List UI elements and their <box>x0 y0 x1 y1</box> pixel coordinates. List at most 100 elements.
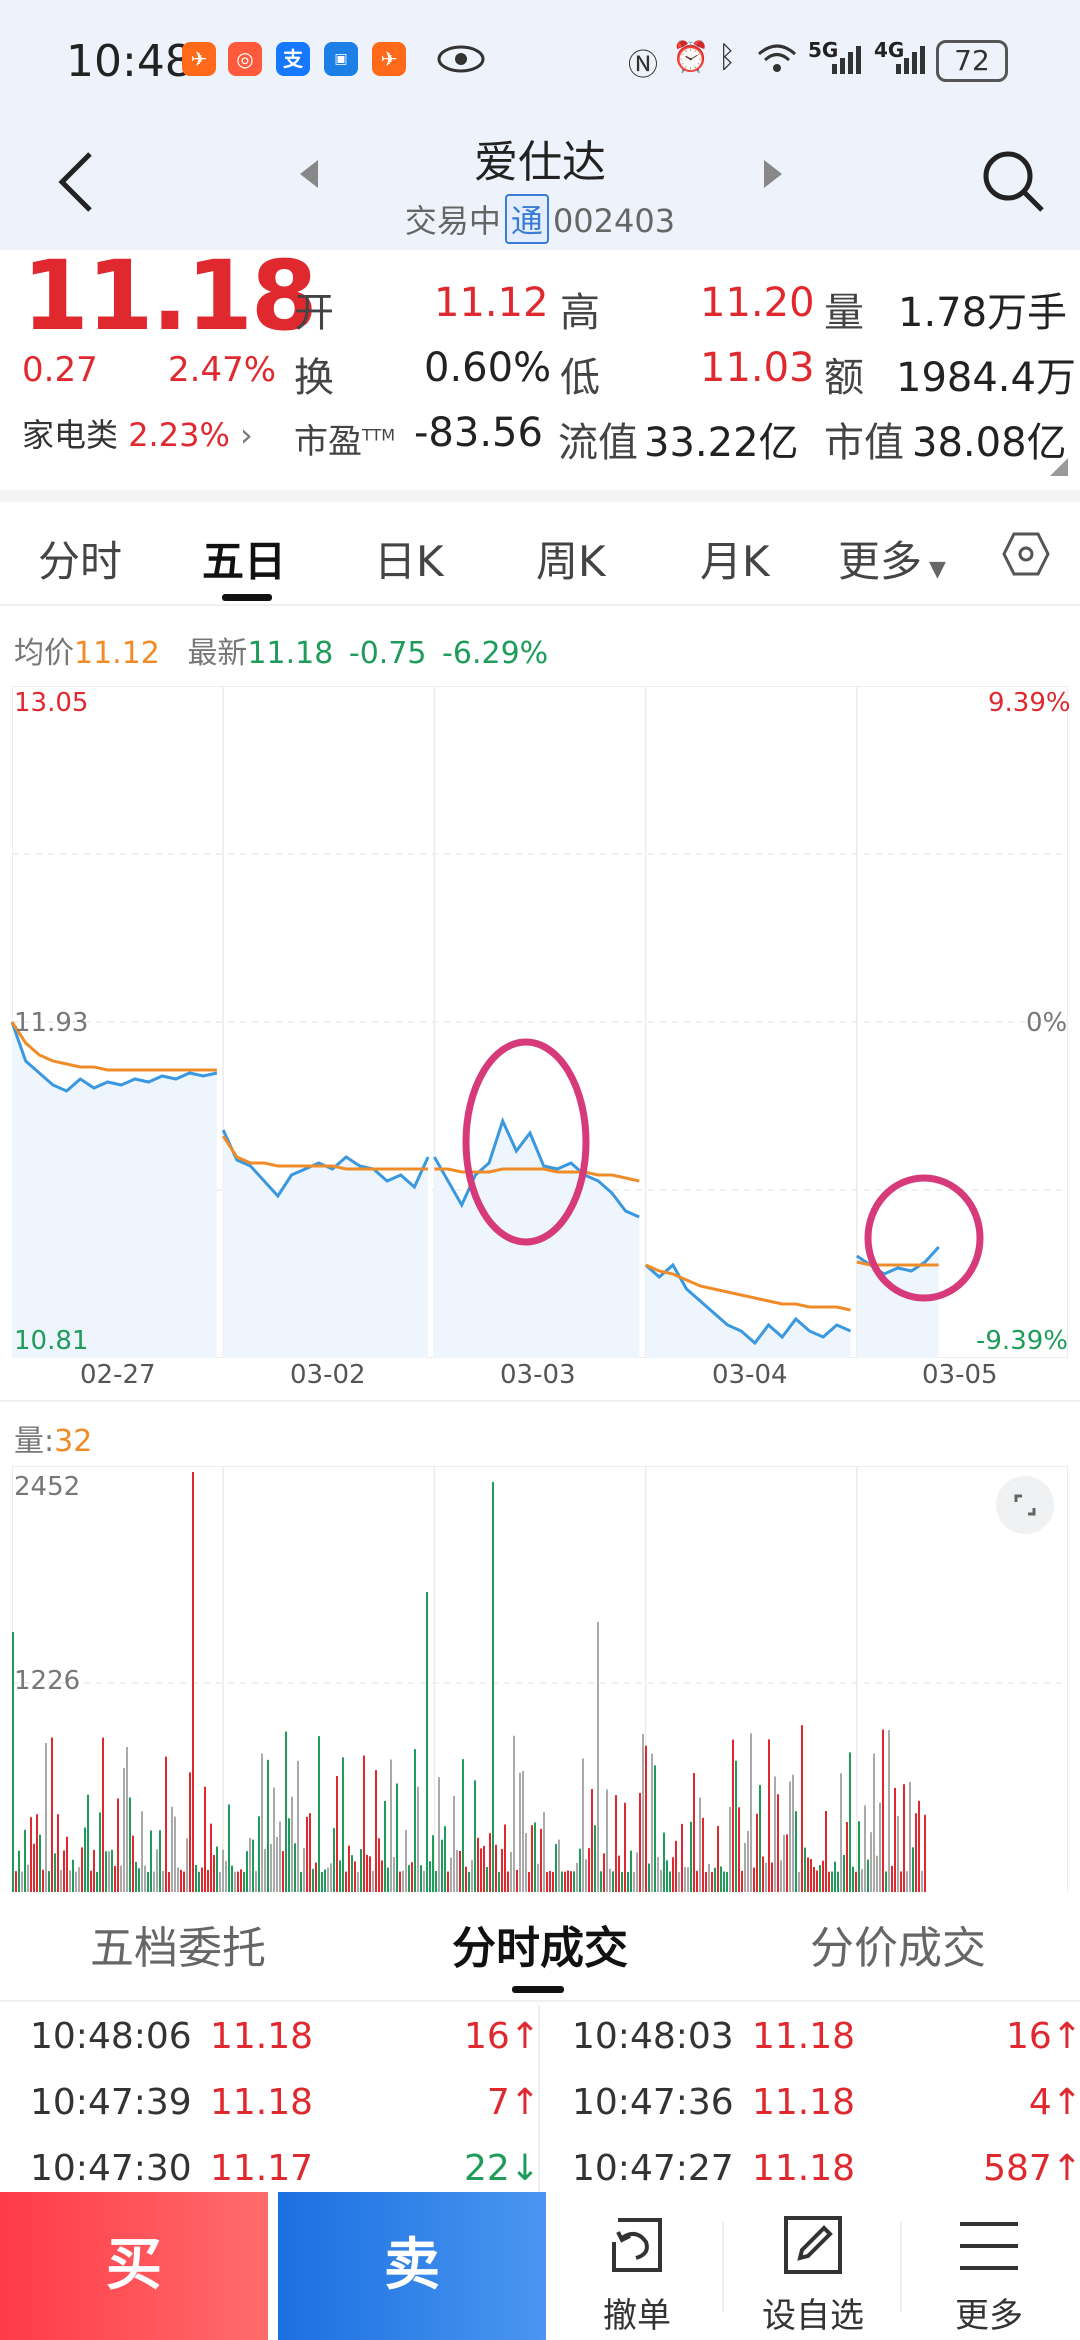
trade-row: 10:48:03 11.18 16↑ <box>572 2016 1080 2072</box>
x-axis-label: 03-05 <box>922 1360 998 1390</box>
divider <box>722 2222 724 2312</box>
undo-icon <box>612 2218 662 2272</box>
status-bar <box>0 0 1080 120</box>
latest-label: 最新 <box>187 636 248 671</box>
price-line-day-3 <box>433 1116 640 1219</box>
trade-row: 10:47:30 11.17 22↓ <box>30 2148 550 2204</box>
open-label: 开 <box>294 290 334 336</box>
divider <box>0 2000 1080 2002</box>
prev-stock-icon[interactable] <box>296 158 322 190</box>
y-axis-high: 13.05 <box>14 688 89 718</box>
amount-value: 1984.4万 <box>896 355 1076 401</box>
trade-row: 10:47:39 11.18 7↑ <box>30 2082 550 2138</box>
y-axis-right-mid: 0% <box>1026 1008 1068 1038</box>
stock-code: 002403 <box>552 202 676 240</box>
tab-tick-trades[interactable]: 分时成交 <box>452 1923 628 1974</box>
divider <box>900 2222 902 2312</box>
wifi-icon <box>758 44 796 72</box>
latest-change: -0.75 <box>348 636 427 671</box>
avg-line-day-1 <box>10 1021 217 1072</box>
trade-time: 10:48:03 <box>572 2016 734 2057</box>
active-tab-indicator <box>222 594 272 601</box>
next-stock-icon[interactable] <box>760 158 786 190</box>
trade-status: 交易中 <box>404 202 501 240</box>
latest-value: 11.18 <box>247 636 334 671</box>
divider <box>0 604 1080 606</box>
app-12123-icon: ▣ <box>324 42 358 76</box>
annotation-circle <box>864 1174 984 1302</box>
tab-five-day[interactable]: 五日 <box>202 537 287 586</box>
bluetooth-icon: ᛒ <box>718 40 736 75</box>
trade-time: 10:47:36 <box>572 2082 734 2123</box>
divider <box>0 1400 1080 1402</box>
trade-price: 11.18 <box>752 2148 856 2189</box>
turnover-value: 0.60% <box>424 345 552 391</box>
settings-hexagon-icon[interactable] <box>1002 532 1050 576</box>
edit-icon <box>784 2216 842 2274</box>
tab-intraday[interactable]: 分时 <box>38 537 123 586</box>
trade-row: 10:48:06 11.18 16↑ <box>30 2016 550 2072</box>
trade-price: 11.18 <box>752 2082 856 2123</box>
trade-volume: 16↑ <box>464 2016 540 2057</box>
current-price: 11.18 <box>22 240 318 352</box>
x-axis-label: 02-27 <box>80 1360 156 1390</box>
tong-badge: 通 <box>504 194 549 244</box>
active-tab-indicator <box>512 1986 564 1993</box>
pe-value: -83.56 <box>414 410 543 456</box>
tab-more[interactable]: 更多 ▼ <box>838 537 946 586</box>
menu-icon <box>960 2222 1018 2270</box>
latest-change-pct: -6.29% <box>442 636 549 671</box>
add-watchlist-button[interactable]: 设自选 <box>728 2192 898 2340</box>
x-axis-label: 03-04 <box>712 1360 788 1390</box>
high-value: 11.20 <box>700 280 815 326</box>
trade-price: 11.18 <box>752 2016 856 2057</box>
price-area-day-4 <box>645 1265 851 1358</box>
buy-button[interactable]: 买 <box>0 2192 268 2340</box>
status-time: 10:48 <box>66 36 193 87</box>
more-button[interactable]: 更多 <box>904 2192 1074 2340</box>
trade-time: 10:47:30 <box>30 2148 192 2189</box>
amount-label: 额 <box>824 355 864 401</box>
expand-corner-icon[interactable] <box>1050 458 1068 476</box>
price-change: 0.27 <box>22 350 98 390</box>
tab-order-book[interactable]: 五档委托 <box>90 1923 266 1974</box>
volume-value: 1.78万手 <box>898 290 1068 336</box>
sell-button[interactable]: 卖 <box>278 2192 546 2340</box>
price-area-day-1 <box>12 1022 217 1358</box>
signal-icon <box>832 46 861 74</box>
cancel-order-button[interactable]: 撤单 <box>552 2192 722 2340</box>
eye-icon <box>437 45 485 73</box>
price-area-day-2 <box>223 1130 429 1358</box>
app-notification-icon: ✈ <box>182 42 216 76</box>
annotation-circle <box>462 1038 590 1246</box>
float-cap-label: 流值 <box>558 420 638 466</box>
tab-weekly-k[interactable]: 周K <box>536 537 606 586</box>
back-arrow-icon[interactable] <box>56 150 96 214</box>
divider <box>538 2006 540 2196</box>
fullscreen-button[interactable] <box>996 1476 1054 1534</box>
trade-volume: 22↓ <box>464 2148 540 2189</box>
bottom-tabs <box>0 1892 1080 2002</box>
trade-price: 11.18 <box>210 2082 314 2123</box>
battery-indicator: 72 <box>936 40 1008 82</box>
y-axis-low: 10.81 <box>14 1326 89 1356</box>
network-5g: 5G <box>808 38 839 62</box>
trade-time: 10:47:39 <box>30 2082 192 2123</box>
trade-time: 10:47:27 <box>572 2148 734 2189</box>
five-day-price-chart <box>10 686 1068 1358</box>
mkt-cap-value: 38.08亿 <box>912 420 1067 466</box>
signal-icon <box>896 46 925 74</box>
chart-info: 均价11.12 最新11.18 -0.75 -6.29% <box>14 628 548 672</box>
expand-icon <box>1014 1494 1036 1516</box>
sector-label: 家电类 <box>22 416 119 454</box>
tab-monthly-k[interactable]: 月K <box>700 537 770 586</box>
add-watchlist-label: 设自选 <box>762 2296 864 2336</box>
float-cap-value: 33.22亿 <box>644 420 799 466</box>
trade-volume: 16↑ <box>1006 2016 1080 2057</box>
nfc-icon: Ⓝ <box>628 48 658 83</box>
turnover-label: 换 <box>294 355 334 401</box>
tab-price-trades[interactable]: 分价成交 <box>810 1923 986 1974</box>
search-icon[interactable] <box>980 148 1046 214</box>
tab-daily-k[interactable]: 日K <box>374 537 444 586</box>
sector-link[interactable]: 家电类 2.23% › <box>22 410 253 456</box>
